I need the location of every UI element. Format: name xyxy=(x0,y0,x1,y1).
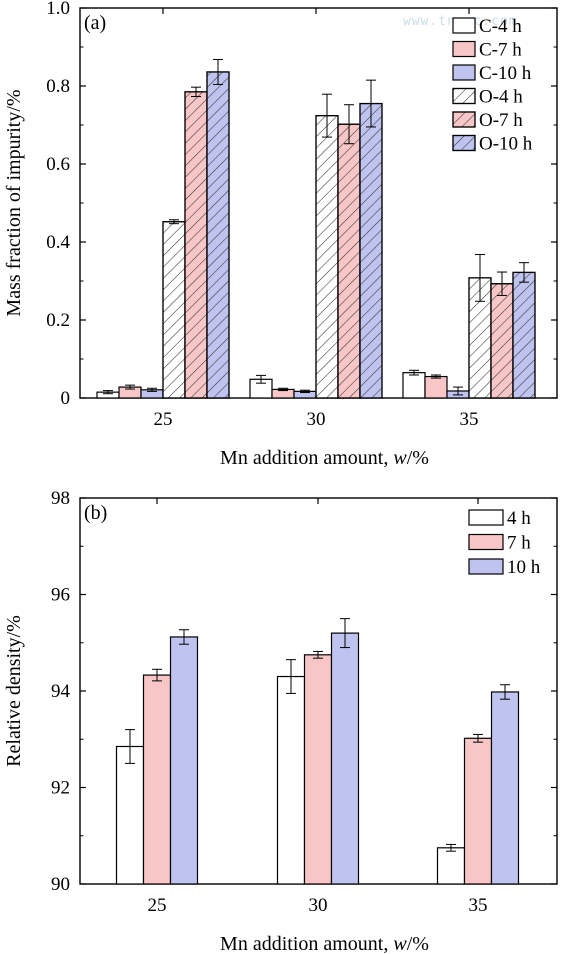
y-tick-label: 94 xyxy=(51,681,71,702)
bar-hatch xyxy=(337,123,361,399)
y-tick-label: 0 xyxy=(61,388,71,409)
x-tick-label: 25 xyxy=(148,895,167,916)
legend-label: O-4 h xyxy=(479,87,523,108)
y-tick-label: 96 xyxy=(51,585,70,606)
x-tick-label: 35 xyxy=(460,409,479,430)
y-axis-title: Mass fraction of impurity/% xyxy=(3,89,25,316)
bar xyxy=(424,375,448,399)
legend-swatch-hatch xyxy=(452,111,476,128)
bar-hatch xyxy=(490,283,514,399)
x-tick-label: 25 xyxy=(154,409,173,430)
bar xyxy=(115,745,145,885)
x-axis-title: Mn addition amount, w/% xyxy=(220,933,429,954)
bar-hatch xyxy=(206,71,230,399)
bar-hatch xyxy=(184,91,208,399)
bar xyxy=(142,674,172,885)
bar-hatch xyxy=(162,221,186,399)
y-tick-label: 98 xyxy=(51,488,70,509)
legend-label: O-7 h xyxy=(479,110,523,131)
bar xyxy=(276,675,306,885)
y-tick-label: 0.8 xyxy=(46,76,70,97)
bar xyxy=(463,737,493,885)
legend-label: C-4 h xyxy=(479,16,522,37)
bar xyxy=(330,632,360,885)
legend-label: C-10 h xyxy=(479,63,532,84)
bar xyxy=(169,636,199,885)
x-tick-label: 30 xyxy=(309,895,328,916)
bar xyxy=(490,691,520,885)
y-tick-label: 1.0 xyxy=(46,0,70,19)
legend-swatch xyxy=(452,17,476,34)
legend-label: 10 h xyxy=(507,557,541,578)
legend-swatch xyxy=(452,64,476,81)
y-tick-label: 0.6 xyxy=(46,154,70,175)
legend-swatch xyxy=(468,533,504,551)
bar-hatch xyxy=(512,271,536,399)
bar-hatch xyxy=(315,115,339,399)
bar-hatch xyxy=(359,102,383,399)
legend-label: 7 h xyxy=(507,533,531,554)
legend-swatch-hatch xyxy=(452,134,476,152)
y-tick-label: 0.4 xyxy=(46,232,70,253)
legend-swatch xyxy=(468,558,504,575)
bar xyxy=(436,847,466,885)
panel-label: (b) xyxy=(84,502,107,524)
bar xyxy=(303,654,333,885)
x-tick-label: 30 xyxy=(307,409,326,430)
x-axis-title: Mn addition amount, w/% xyxy=(220,447,429,469)
legend-label: C-7 h xyxy=(479,40,522,61)
legend-swatch xyxy=(468,509,504,526)
bar xyxy=(402,372,426,399)
y-tick-label: 92 xyxy=(51,778,70,799)
y-axis-title: Relative density/% xyxy=(3,615,25,767)
legend-label: O-10 h xyxy=(479,134,533,155)
legend-label: 4 h xyxy=(507,508,531,529)
legend-swatch xyxy=(452,40,476,58)
x-tick-label: 35 xyxy=(469,895,488,916)
panel-b: 90 92 94 96 98 25 30 35 4 h 7 h 10 h (b) Mn addition… xyxy=(3,488,558,954)
legend-swatch-hatch xyxy=(452,87,476,105)
panel-label: (a) xyxy=(84,12,106,34)
panel-a: 0 0.2 0.4 0.6 0.8 1.0 25 30 35 C-4 h C-7 hC-10 h O-… xyxy=(3,0,558,469)
y-tick-label: 0.2 xyxy=(46,310,70,331)
y-tick-label: 90 xyxy=(51,874,70,895)
